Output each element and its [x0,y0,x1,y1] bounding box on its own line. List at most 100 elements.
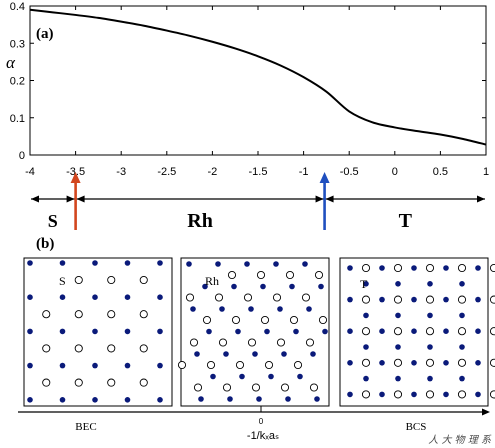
filled-site [395,344,401,350]
filled-site [363,312,369,319]
filled-site [363,344,369,350]
phase-regions: S Rh T [31,195,485,232]
filled-site [443,328,449,335]
axis-left-label: BEC [75,421,96,433]
open-site [393,327,403,336]
open-site [285,270,295,280]
filled-site [363,375,369,382]
alpha-curve [29,8,487,146]
filled-site [202,283,208,290]
open-site [425,390,435,399]
filled-site [306,306,312,312]
open-site [243,293,253,302]
open-site [425,358,435,367]
filled-site [124,362,131,369]
tick-marks [29,5,487,156]
filled-site [395,281,401,287]
x-tick-label: -2 [208,166,218,178]
open-site [139,310,148,319]
open-site [289,315,299,325]
y-tick-label: 0.4 [10,1,25,13]
filled-site [27,397,33,403]
open-site [361,263,371,273]
open-site [42,344,51,353]
open-site [361,295,371,304]
x-tick-label: 0.5 [433,166,448,178]
filled-site [475,360,481,366]
open-site [489,295,495,304]
open-site [425,327,435,336]
filled-site [347,360,353,366]
open-site [42,378,51,387]
filled-site [379,328,385,335]
filled-site [443,265,449,271]
open-site [107,378,116,387]
open-site [139,378,148,387]
lattice-tag: T [360,277,368,291]
axis-right-label: BCS [406,421,427,433]
open-site [247,338,257,347]
filled-site [227,396,233,402]
open-site [264,360,274,370]
open-site [425,263,435,273]
open-site [305,338,315,347]
filled-site [459,281,465,287]
open-site [74,378,83,387]
filled-site [427,281,433,287]
filled-site [285,396,291,402]
filled-site [190,306,196,312]
y-axis-label: α [6,53,16,72]
y-tick-label: 0.2 [10,76,25,88]
filled-site [427,312,433,319]
region-arrowhead [325,195,334,203]
filled-site [427,375,433,382]
filled-site [379,296,385,303]
filled-site [411,391,417,398]
x-tick-label: 1 [483,166,489,178]
filled-site [239,373,245,380]
filled-site [252,351,258,357]
open-site [189,338,199,347]
filled-site [293,328,299,335]
open-site [361,358,371,367]
x-tick-label: -0.5 [340,166,359,178]
lattice-tag: S [59,274,66,288]
y-tick-label: 0 [19,150,25,162]
y-tick-label: 0.1 [10,113,25,125]
open-site [489,390,495,399]
filled-site [347,391,353,398]
region-label: Rh [187,210,213,232]
region-arrowhead [315,195,324,203]
region-arrowhead [76,195,85,203]
open-site [218,338,228,347]
open-site [314,270,324,280]
filled-site [443,391,449,398]
boundary-arrows [70,172,330,230]
y-tick-label: 0.3 [10,38,25,50]
filled-site [256,396,262,402]
boundary-arrow-head [319,172,330,183]
open-site [393,263,403,273]
open-site [206,360,216,370]
lattice-panels: S Rh T [23,257,495,407]
open-site [260,315,270,325]
filled-site [198,396,204,402]
filled-site [124,397,131,403]
filled-site [297,373,303,380]
filled-site [411,328,417,335]
filled-site [157,328,163,335]
open-site [107,275,116,285]
filled-site [347,296,353,303]
open-site [309,383,319,392]
open-site [139,275,148,285]
filled-site [157,362,163,369]
open-site [393,390,403,399]
filled-site [157,397,163,403]
filled-site [244,261,250,267]
open-site [361,390,371,399]
filled-site [215,261,221,267]
open-site [185,293,195,302]
x-tick-label: 0 [392,166,398,178]
filled-site [363,281,369,287]
